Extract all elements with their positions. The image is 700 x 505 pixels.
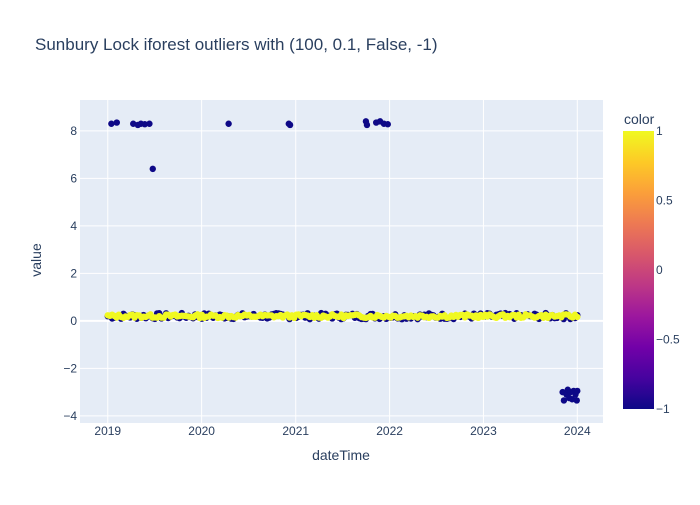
colorbar-title: color: [624, 111, 655, 127]
outlier-point: [146, 120, 153, 127]
outlier-point: [286, 121, 294, 129]
colorbar-tick-label: 0.5: [656, 194, 673, 208]
x-tick-label: 2023: [470, 424, 497, 438]
outlier-point: [384, 121, 391, 128]
outlier-point: [574, 387, 581, 395]
y-tick-label: 8: [70, 124, 77, 138]
x-axis-label: dateTime: [312, 447, 370, 463]
x-axis-ticks: 2019 2020 2021 2022 2023 2024: [94, 424, 591, 438]
y-tick-label: 0: [70, 314, 77, 328]
x-tick-label: 2021: [282, 424, 309, 438]
y-tick-label: −4: [63, 409, 77, 423]
y-axis-ticks: −4 −2 0 2 4 6 8: [63, 124, 77, 423]
chart-title: Sunbury Lock iforest outliers with (100,…: [35, 35, 438, 54]
colorbar-tick-label: 0: [656, 263, 663, 277]
colorbar: [623, 131, 654, 409]
outlier-point: [363, 121, 371, 129]
outlier-point: [141, 121, 148, 128]
colorbar-tick-label: −0.5: [656, 333, 680, 347]
y-tick-label: 2: [70, 266, 77, 280]
colorbar-tick-label: 1: [656, 124, 663, 138]
scatter-points: [104, 118, 581, 404]
y-axis-label: value: [28, 243, 44, 277]
outlier-point: [108, 120, 115, 127]
y-tick-label: 6: [70, 171, 77, 185]
x-tick-label: 2022: [376, 424, 403, 438]
outlier-point: [113, 119, 120, 126]
outlier-point: [560, 397, 568, 404]
outlier-point: [225, 120, 232, 127]
outlier-point: [149, 165, 156, 173]
plot-area: [80, 100, 603, 423]
outlier-point: [573, 397, 580, 404]
x-tick-label: 2019: [94, 424, 121, 438]
baseline-point-inlier: [574, 313, 581, 321]
y-tick-label: −2: [63, 361, 77, 375]
y-tick-label: 4: [70, 219, 77, 233]
x-tick-label: 2020: [188, 424, 215, 438]
colorbar-tick-label: −1: [656, 402, 670, 416]
x-tick-label: 2024: [564, 424, 591, 438]
colorbar-ticks: 1 0.5 0 −0.5 −1: [656, 124, 680, 416]
